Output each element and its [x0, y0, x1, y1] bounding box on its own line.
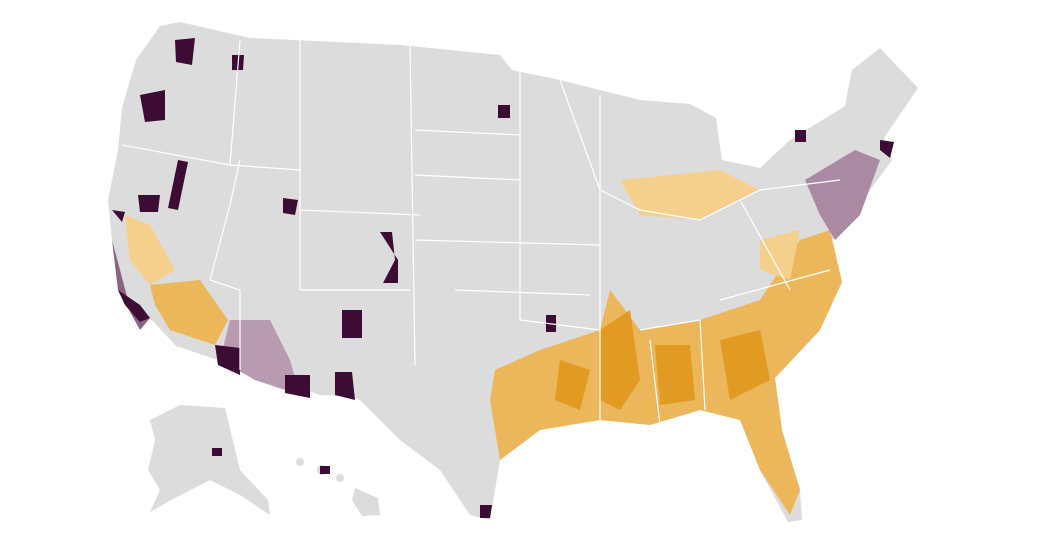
county [285, 375, 310, 398]
county [168, 160, 188, 210]
county [880, 140, 894, 158]
alaska [148, 405, 270, 515]
orange-region-dark [555, 310, 770, 410]
california-light [125, 215, 175, 285]
county [380, 232, 398, 283]
island [296, 458, 304, 466]
county [112, 195, 160, 222]
northeast-purple [805, 150, 880, 240]
county [342, 310, 362, 338]
county [140, 90, 165, 122]
county-fills [112, 38, 894, 518]
dark-purple-counties [112, 38, 894, 518]
county [498, 105, 510, 118]
hawaii [296, 458, 380, 516]
county [215, 345, 240, 375]
light-orange-patches [620, 170, 800, 280]
california-orange [150, 280, 228, 345]
border [121, 39, 841, 426]
island [336, 474, 344, 482]
county [283, 198, 298, 215]
county [212, 448, 222, 456]
county [335, 372, 355, 400]
county [118, 290, 150, 322]
county [320, 466, 330, 474]
state-borders [121, 39, 841, 426]
coast-purple [112, 240, 150, 330]
county [795, 130, 806, 142]
island [352, 488, 380, 516]
county [480, 505, 492, 518]
county [175, 38, 195, 65]
